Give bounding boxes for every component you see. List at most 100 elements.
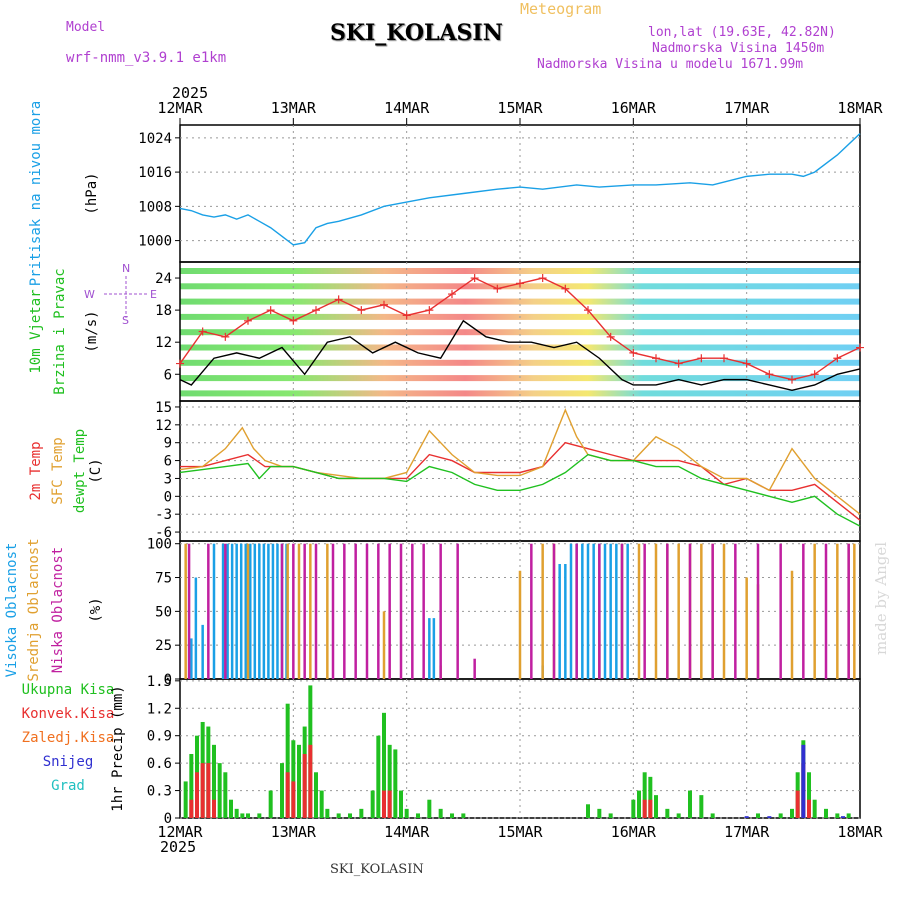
y-tick-label: 6 xyxy=(164,367,172,383)
bar-ukupna-kisa xyxy=(676,813,681,818)
y-axis-label: Niska Oblacnost xyxy=(50,547,66,673)
y-tick-label: 0 xyxy=(164,489,172,505)
bar-niska xyxy=(756,543,760,679)
bar-visoka xyxy=(226,543,229,679)
gust-marker xyxy=(402,311,411,320)
elevation-text: Nadmorska Visina 1450m xyxy=(652,41,825,56)
bar-konvek-kisa xyxy=(189,799,194,818)
bar-konvek-kisa xyxy=(642,799,647,818)
bar-niska xyxy=(354,543,357,679)
gust-marker xyxy=(380,300,388,309)
gust-marker xyxy=(176,359,184,368)
bar-snijeg xyxy=(767,816,772,818)
bar-ukupna-kisa xyxy=(387,744,392,818)
series-line-sfc-temp xyxy=(179,408,861,515)
gust-marker xyxy=(674,359,683,368)
y-tick-label: 0.9 xyxy=(147,729,172,745)
x-tick-label-bottom: 16MAR xyxy=(611,823,657,841)
bar-niska xyxy=(331,543,335,679)
bar-ukupna-kisa xyxy=(229,799,233,818)
gust-marker xyxy=(584,306,592,315)
bar-ukupna-kisa xyxy=(257,813,262,818)
bar-srednja xyxy=(326,543,329,679)
compass-e-label: E xyxy=(150,288,157,301)
bar-konvek-kisa xyxy=(382,790,386,818)
bar-niska xyxy=(303,543,306,679)
precip-legend-label: Grad xyxy=(51,778,85,794)
bar-ukupna-kisa xyxy=(835,813,840,818)
y-tick-label: 12 xyxy=(155,335,172,351)
bar-konvek-kisa xyxy=(195,772,199,818)
bar-visoka xyxy=(194,577,198,679)
gust-marker xyxy=(810,370,819,379)
bar-ukupna-kisa xyxy=(285,703,290,818)
y-axis-label: 10m Vjetar xyxy=(28,289,44,373)
bar-konvek-kisa xyxy=(302,753,307,818)
bar-ukupna-kisa xyxy=(824,808,828,818)
bar-niska xyxy=(439,543,442,679)
bar-ukupna-kisa xyxy=(688,790,692,818)
y-tick-label: 3 xyxy=(164,471,172,487)
bar-ukupna-kisa xyxy=(183,781,188,818)
bar-konvek-kisa xyxy=(807,799,811,818)
bar-ukupna-kisa xyxy=(325,808,330,818)
bar-niska xyxy=(473,658,476,679)
bar-ukupna-kisa xyxy=(642,772,647,818)
bar-visoka xyxy=(201,624,204,679)
y-axis-label: (m/s) xyxy=(84,310,100,352)
lonlat-text: lon,lat (19.63E, 42.82N) xyxy=(648,25,836,40)
gust-marker xyxy=(198,327,207,336)
bar-niska xyxy=(388,543,391,679)
series-line-2m-temp xyxy=(180,441,861,521)
bar-ukupna-kisa xyxy=(756,813,760,818)
bar-niska xyxy=(802,543,805,679)
bar-srednja xyxy=(246,543,250,679)
bar-ukupna-kisa xyxy=(268,790,273,818)
bar-ukupna-kisa xyxy=(246,813,250,818)
bar-visoka xyxy=(221,543,225,679)
bar-visoka xyxy=(235,543,238,679)
bar-visoka xyxy=(276,543,279,679)
gust-marker xyxy=(266,306,275,315)
gust-marker xyxy=(221,332,230,341)
y-axis-label: (C) xyxy=(88,458,104,483)
bar-ukupna-kisa xyxy=(654,795,658,818)
bar-visoka xyxy=(212,543,216,679)
bar-konvek-kisa xyxy=(387,790,392,818)
bar-konvek-kisa xyxy=(200,763,205,818)
bar-ukupna-kisa xyxy=(376,735,381,818)
bar-srednja xyxy=(722,543,726,679)
bar-ukupna-kisa xyxy=(438,808,443,818)
y-tick-label: 75 xyxy=(155,571,172,587)
bar-ukupna-kisa xyxy=(812,799,817,818)
gust-marker xyxy=(561,284,570,293)
bar-ukupna-kisa xyxy=(359,808,364,818)
y-axis-label: Visoka Oblacnost xyxy=(4,543,20,678)
bar-srednja xyxy=(184,543,187,679)
bar-ukupna-kisa xyxy=(370,790,375,818)
compass-cross-icon xyxy=(104,276,148,318)
gust-marker xyxy=(538,274,547,283)
bar-niska xyxy=(666,543,669,679)
gust-marker xyxy=(516,279,524,288)
bar-ukupna-kisa xyxy=(348,813,352,818)
x-tick-label-bottom: 17MAR xyxy=(724,823,770,841)
bar-srednja xyxy=(836,543,839,679)
bar-ukupna-kisa xyxy=(699,795,704,818)
bar-niska xyxy=(530,543,533,679)
bar-niska xyxy=(343,543,346,679)
bar-ukupna-kisa xyxy=(297,744,301,818)
bar-srednja xyxy=(654,543,658,679)
bar-ukupna-kisa xyxy=(710,813,715,818)
x-tick-label-top: 18MAR xyxy=(837,99,883,117)
bar-srednja xyxy=(286,543,289,679)
y-tick-label: 25 xyxy=(155,638,172,654)
bar-visoka xyxy=(558,564,561,679)
panel-frame xyxy=(179,124,861,263)
year-bottom: 2025 xyxy=(160,838,197,856)
bar-niska xyxy=(552,543,556,679)
bar-ukupna-kisa xyxy=(336,813,341,818)
bar-ukupna-kisa xyxy=(597,808,602,818)
bar-ukupna-kisa xyxy=(189,753,194,818)
compass-s-label: S xyxy=(122,314,129,327)
